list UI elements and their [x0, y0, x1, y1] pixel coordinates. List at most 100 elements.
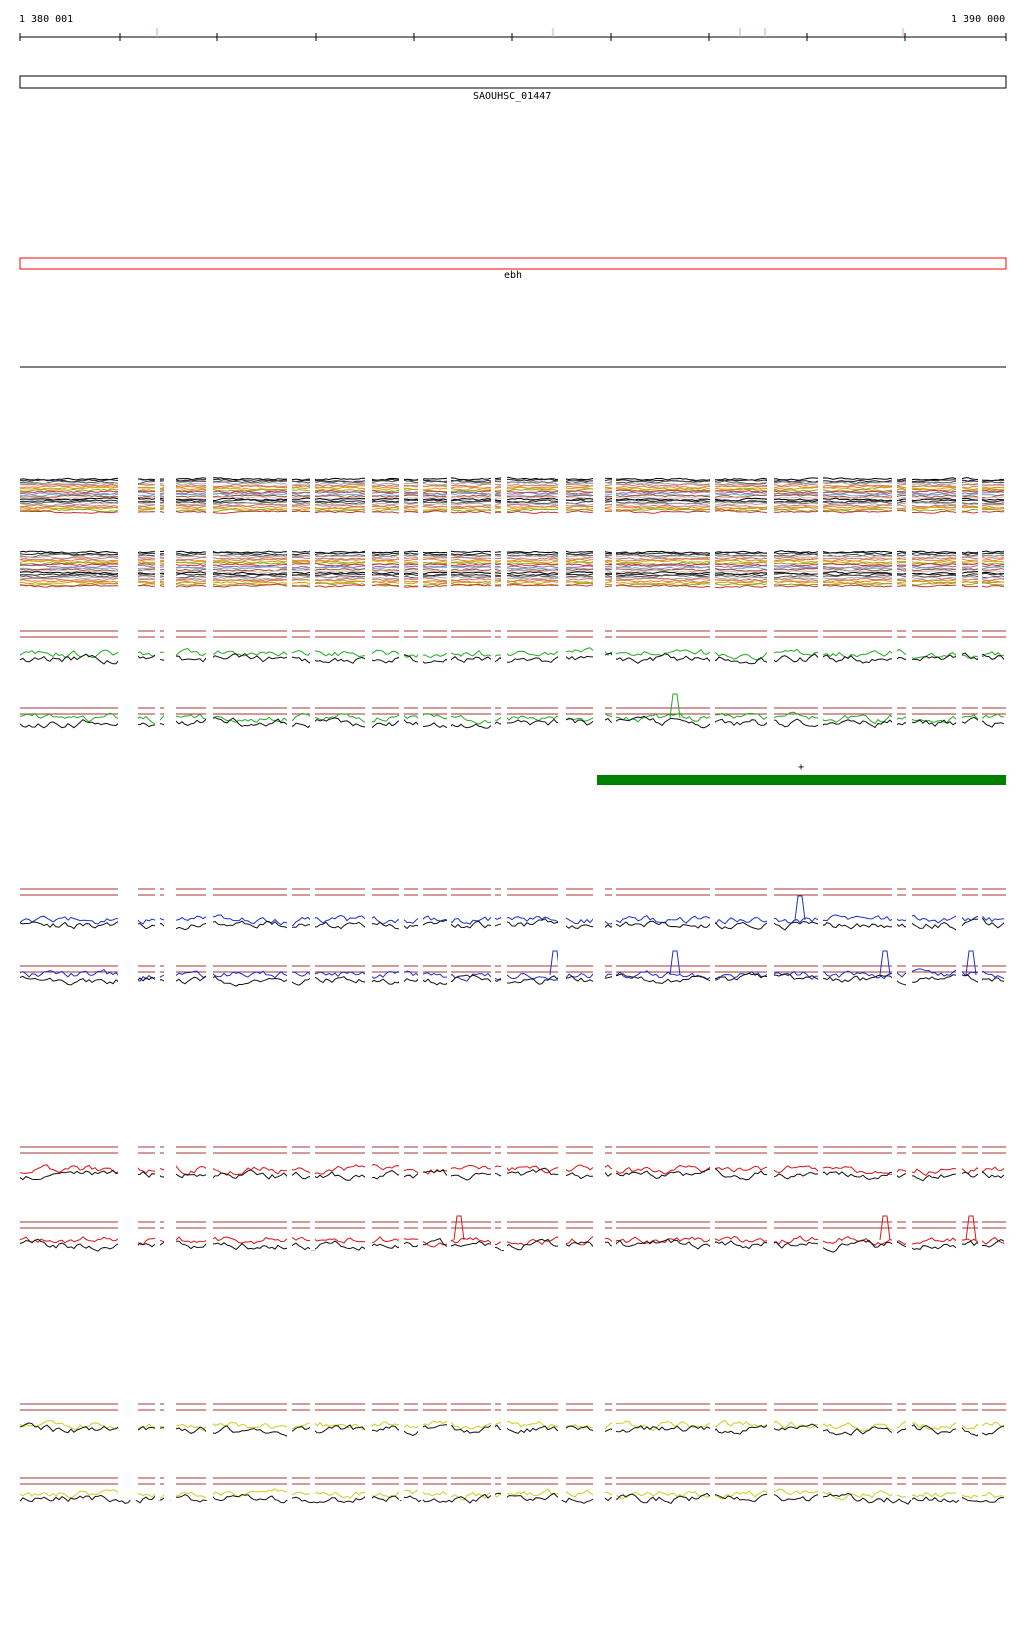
- heatmap-band-2: [19, 554, 1005, 560]
- missing-data-gap: [365, 470, 372, 600]
- heatmap-band-2: [19, 575, 1005, 580]
- heatmap-band-2: [19, 574, 1005, 579]
- heatmap-band-2: [19, 567, 1005, 572]
- heatmap-band-1: [19, 491, 1005, 496]
- missing-data-gap: [818, 880, 823, 990]
- missing-data-gap: [710, 620, 715, 735]
- gene-box-ebh[interactable]: [19, 257, 1007, 270]
- missing-data-gap: [155, 1138, 160, 1250]
- missing-data-gap: [906, 1395, 912, 1500]
- missing-data-gap: [906, 880, 912, 990]
- missing-data-gap: [287, 470, 292, 600]
- blue-track-2-spike: [965, 950, 977, 976]
- heatmap-band-2: [19, 570, 1005, 576]
- missing-data-gap: [501, 620, 507, 735]
- heatmap-band-2: [19, 583, 1005, 589]
- missing-data-gap: [906, 620, 912, 735]
- yellow-track-2-series-a: [19, 1488, 1005, 1501]
- missing-data-gap: [164, 620, 176, 735]
- coordinate-ruler: [19, 28, 1007, 41]
- heatmap-band-1: [19, 500, 1005, 505]
- missing-data-gap: [287, 1395, 292, 1500]
- missing-data-gap: [892, 1395, 897, 1500]
- missing-data-gap: [501, 1395, 507, 1500]
- missing-data-gap: [593, 880, 605, 990]
- heatmap-band-1: [19, 495, 1005, 501]
- missing-data-gap: [447, 1138, 451, 1250]
- missing-data-gap: [399, 1138, 404, 1250]
- yellow-track-1-series-b: [19, 1422, 1005, 1437]
- feature-label-ebh: ebh: [504, 270, 523, 281]
- missing-data-gap: [710, 880, 715, 990]
- green-track-1-series-a: [19, 647, 1005, 661]
- segment-bar[interactable]: [597, 775, 1006, 785]
- missing-data-gap: [818, 1138, 823, 1250]
- missing-data-gap: [956, 880, 962, 990]
- missing-data-gap: [978, 1395, 982, 1500]
- missing-data-gap: [892, 470, 897, 600]
- missing-data-gap: [593, 1395, 605, 1500]
- missing-data-gap: [558, 1138, 566, 1250]
- blue-track-1-series-b: [19, 918, 1005, 931]
- missing-data-gap: [365, 1138, 372, 1250]
- missing-data-gap: [612, 1138, 616, 1250]
- missing-data-gap: [593, 620, 605, 735]
- missing-data-gap: [710, 470, 715, 600]
- missing-data-gap: [310, 470, 315, 600]
- heatmap-band-1: [19, 509, 1005, 515]
- missing-data-gap: [906, 1138, 912, 1250]
- heatmap-band-2: [19, 582, 1005, 587]
- missing-data-gap: [767, 620, 774, 735]
- missing-data-gap: [155, 880, 160, 990]
- missing-data-gap: [399, 470, 404, 600]
- heatmap-band-2: [19, 569, 1005, 574]
- red-track-2-spike: [879, 1215, 891, 1241]
- missing-data-gap: [365, 1395, 372, 1500]
- heatmap-band-2: [19, 550, 1005, 555]
- missing-data-gap: [818, 470, 823, 600]
- missing-data-gap: [956, 1395, 962, 1500]
- yellow-track-1-series-a: [19, 1419, 1005, 1432]
- missing-data-gap: [447, 1395, 451, 1500]
- heatmap-band-1: [19, 478, 1005, 483]
- missing-data-gap: [892, 880, 897, 990]
- missing-data-gap: [310, 620, 315, 735]
- missing-data-gap: [206, 880, 213, 990]
- missing-data-gap: [287, 880, 292, 990]
- heatmap-band-1: [19, 501, 1005, 507]
- missing-data-gap: [612, 620, 616, 735]
- heatmap-band-1: [19, 505, 1004, 510]
- heatmap-band-1: [19, 508, 1005, 513]
- heatmap-band-1: [19, 486, 1005, 491]
- missing-data-gap: [155, 470, 160, 600]
- ruler-end-label: 1 390 000: [951, 14, 1006, 25]
- missing-data-gap: [118, 470, 138, 600]
- green-track-2-spike: [669, 693, 681, 719]
- yellow-track-2-series-b: [19, 1492, 1005, 1505]
- missing-data-gap: [206, 470, 213, 600]
- missing-data-gap: [818, 620, 823, 735]
- missing-data-gap: [118, 880, 138, 990]
- missing-data-gap: [287, 620, 292, 735]
- red-track-2-series-a: [19, 1234, 1005, 1248]
- missing-data-gap: [491, 880, 495, 990]
- missing-data-gap: [310, 880, 315, 990]
- missing-data-gap: [491, 1395, 495, 1500]
- blue-track-1-spike: [794, 895, 806, 921]
- gene-box-saouhsc-01447[interactable]: [19, 75, 1007, 89]
- missing-data-gap: [447, 620, 451, 735]
- missing-data-gap: [206, 1395, 213, 1500]
- missing-data-gap: [558, 620, 566, 735]
- missing-data-gap: [501, 470, 507, 600]
- missing-data-gap: [593, 470, 605, 600]
- missing-data-gap: [612, 1395, 616, 1500]
- missing-data-gap: [399, 620, 404, 735]
- heatmap-band-1: [19, 476, 1005, 482]
- missing-data-gap: [399, 880, 404, 990]
- missing-data-gap: [206, 1138, 213, 1250]
- missing-data-gap: [956, 470, 962, 600]
- missing-data-gap: [978, 1138, 982, 1250]
- missing-data-gap: [978, 470, 982, 600]
- missing-data-gap: [164, 1138, 176, 1250]
